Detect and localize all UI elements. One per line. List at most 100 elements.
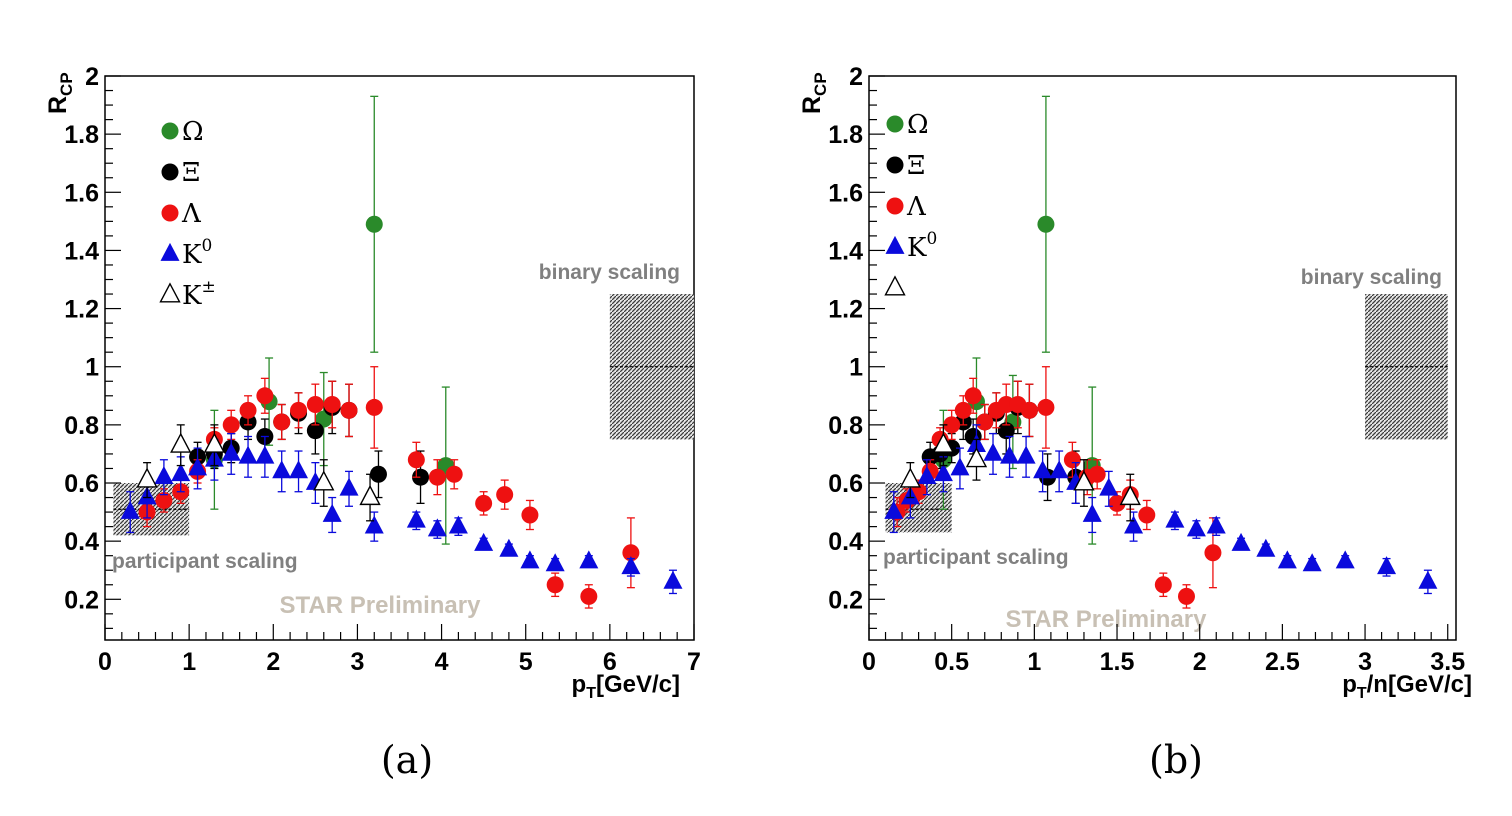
data-point-lambda <box>943 416 961 434</box>
legend-marker-kpm <box>159 282 181 303</box>
data-point-lambda <box>365 398 383 416</box>
y-axis-title-main: R <box>44 96 72 114</box>
data-point-k0 <box>1099 477 1119 496</box>
legend-label-main: Ξ <box>907 151 925 181</box>
data-point-lambda <box>521 506 539 524</box>
data-point-k0 <box>221 442 241 461</box>
data-point-k0 <box>545 553 565 572</box>
data-point-k0 <box>188 457 208 476</box>
legend-marker-xi <box>886 156 904 174</box>
legend-label-sup: ± <box>201 277 215 297</box>
band-label: participant scaling <box>112 550 298 573</box>
data-point-lambda <box>1088 465 1106 483</box>
y-tick-label: 0.4 <box>828 528 863 556</box>
y-tick-label: 0.8 <box>64 412 99 440</box>
y-tick-label: 0.4 <box>64 528 99 556</box>
legend-label-main: Ω <box>182 117 204 147</box>
data-point-lambda <box>1154 576 1172 594</box>
y-axis-title: RCP <box>44 72 76 114</box>
data-point-lambda <box>239 401 257 419</box>
data-point-k0 <box>933 463 953 482</box>
legend-label-k0: K0 <box>907 229 937 263</box>
legend-label-omega: Ω <box>907 110 929 140</box>
y-tick-label: 1.6 <box>64 179 99 207</box>
data-point-k0 <box>171 463 191 482</box>
data-point-k0 <box>322 503 342 522</box>
legend-label-main: Ω <box>907 110 929 140</box>
data-point-k0 <box>1016 445 1036 464</box>
legend-label-main: K <box>907 233 927 263</box>
data-point-kpm <box>1119 484 1141 506</box>
data-point-lambda <box>976 413 994 431</box>
y-tick-label: 0.6 <box>828 470 863 498</box>
data-point-lambda <box>323 396 341 414</box>
data-point-k0 <box>1231 532 1251 551</box>
watermark: STAR Preliminary <box>1006 606 1208 633</box>
x-tick-label: 1 <box>182 648 196 676</box>
y-tick-label: 1.8 <box>828 121 863 149</box>
data-point-lambda <box>1204 544 1222 562</box>
legend-label-main: Λ <box>906 192 927 222</box>
legend-marker-xi <box>161 163 179 181</box>
data-point-k0 <box>406 509 426 528</box>
band-label: binary scaling <box>1301 266 1442 289</box>
y-tick-label: 1.2 <box>64 296 99 324</box>
x-axis-title-sub: T <box>1357 685 1367 702</box>
data-point-kpm <box>313 470 335 491</box>
data-point-kpm <box>170 432 192 453</box>
data-point-lambda <box>428 468 446 486</box>
x-tick-label: 6 <box>603 648 617 676</box>
data-point-lambda <box>445 465 463 483</box>
y-tick-label: 0.2 <box>828 586 863 614</box>
y-tick-label: 0.8 <box>828 412 863 440</box>
y-tick-label: 1.4 <box>64 237 99 265</box>
legend-marker-omega <box>886 115 904 133</box>
data-point-k0 <box>884 500 904 519</box>
legend-label-main: Λ <box>181 199 202 229</box>
chart-panel-b: binary scaling participant scaling STAR Pr… <box>798 63 1472 782</box>
y-tick-label: 2 <box>849 63 863 91</box>
x-tick-label: 2.5 <box>1265 648 1300 676</box>
data-point-omega <box>1037 215 1055 233</box>
legend-label-main: K <box>182 281 202 311</box>
legend-label-sup: 0 <box>201 236 212 256</box>
legend-label-omega: Ω <box>182 117 204 147</box>
x-axis-title-unit: [GeV/c] <box>596 671 680 698</box>
y-tick-label: 1.6 <box>828 179 863 207</box>
legend-label-lambda: Λ <box>181 199 202 229</box>
data-point-lambda <box>1020 401 1038 419</box>
data-point-k0 <box>950 457 970 476</box>
data-point-k0 <box>1049 460 1069 479</box>
legend-marker-k0 <box>885 235 905 254</box>
legend-label-kpm: K± <box>182 277 216 311</box>
x-tick-label: 0.5 <box>934 648 969 676</box>
x-tick-label: 0 <box>98 648 112 676</box>
x-tick-label: 2 <box>266 648 280 676</box>
data-point-k0 <box>1418 570 1438 589</box>
band-label: participant scaling <box>883 546 1069 569</box>
data-point-lambda <box>306 396 324 414</box>
data-point-k0 <box>154 466 174 485</box>
x-axis-title-main: p <box>572 671 587 698</box>
data-point-k0 <box>1256 538 1276 557</box>
data-point-lambda <box>580 587 598 605</box>
data-point-k0 <box>1277 550 1297 569</box>
legend-marker-lambda <box>886 197 904 215</box>
y-axis-title-sub: CP <box>57 72 76 96</box>
legend: ΩΞΛ K0 <box>884 110 937 296</box>
y-axis-title: RCP <box>798 72 830 114</box>
data-point-k0 <box>448 515 468 534</box>
data-point-xi <box>997 422 1015 440</box>
legend-marker-kpm <box>884 275 906 296</box>
y-tick-label: 1.8 <box>64 121 99 149</box>
data-point-k0 <box>238 445 258 464</box>
data-point-k0 <box>364 515 384 534</box>
data-point-lambda <box>155 491 173 509</box>
x-tick-label: 1.5 <box>1100 648 1135 676</box>
series-k0 <box>120 432 683 595</box>
x-tick-label: 4 <box>435 648 449 676</box>
data-point-k0 <box>474 532 494 551</box>
legend-label-k0: K0 <box>182 236 212 270</box>
data-point-xi <box>369 465 387 483</box>
